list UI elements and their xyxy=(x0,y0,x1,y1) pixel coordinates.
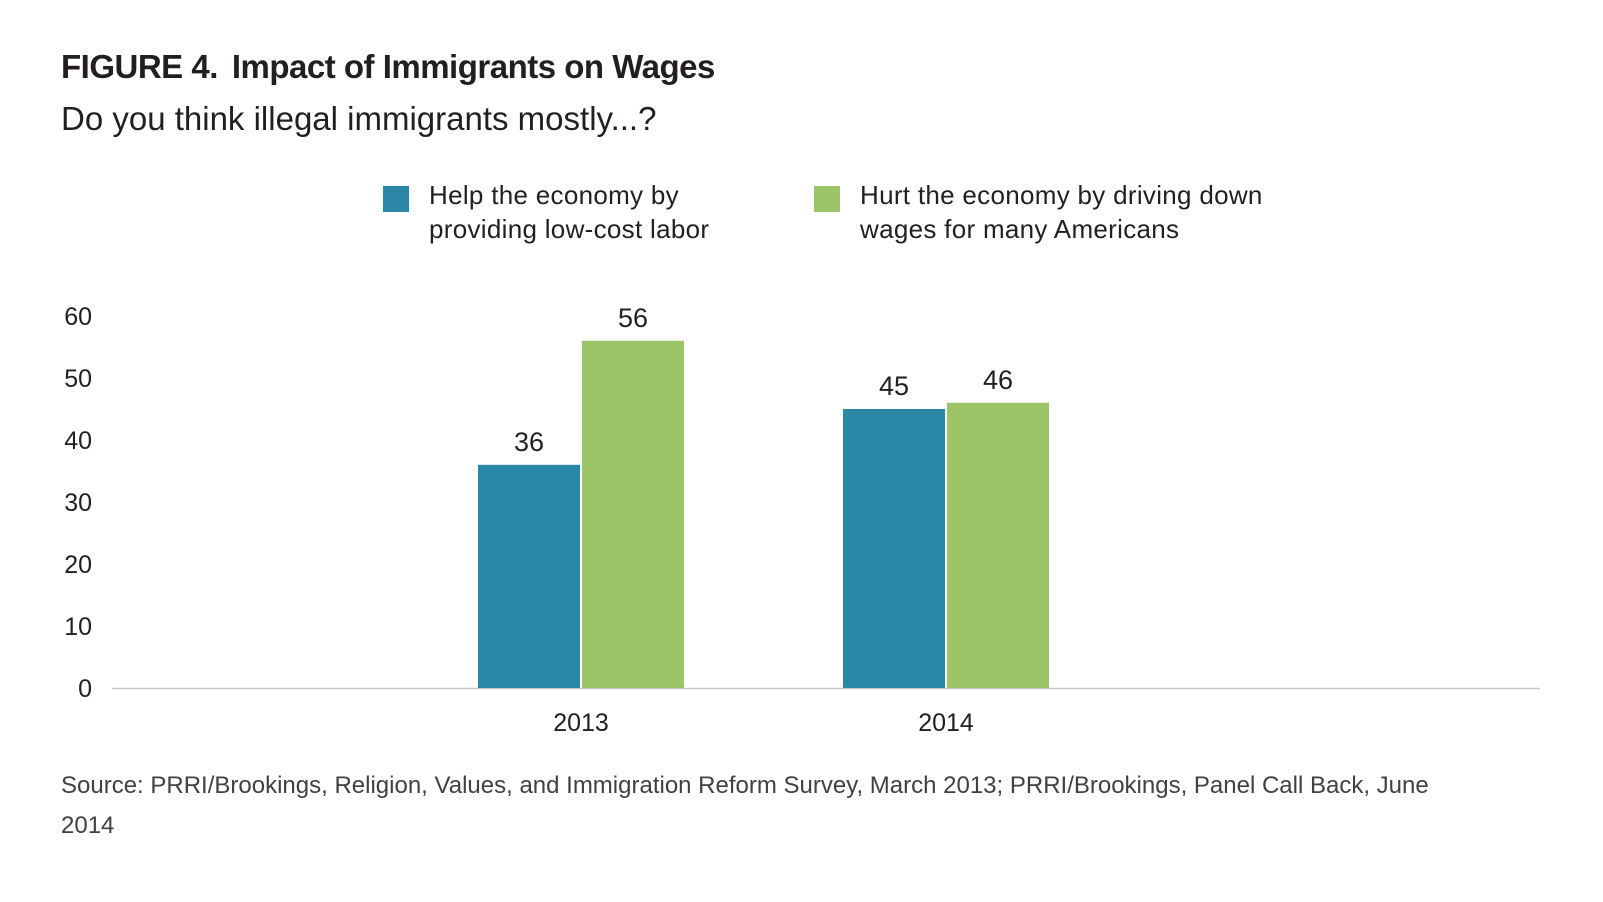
y-tick-label: 30 xyxy=(64,489,92,517)
x-tick-label: 2013 xyxy=(553,709,609,737)
legend-label-hurt-line2: wages for many Americans xyxy=(860,214,1180,244)
bar xyxy=(478,464,580,688)
legend-label-help-line2: providing low-cost labor xyxy=(429,214,710,244)
legend-swatch-hurt xyxy=(814,186,840,212)
legend-label-help-line1: Help the economy by xyxy=(429,180,679,210)
data-label: 45 xyxy=(879,371,909,401)
bar xyxy=(947,402,1049,688)
y-tick-label: 50 xyxy=(64,365,92,393)
chart-subtitle: Do you think illegal immigrants mostly..… xyxy=(61,100,657,137)
figure-title: Impact of Immigrants on Wages xyxy=(231,48,716,85)
bar xyxy=(582,340,684,688)
x-tick-label: 2014 xyxy=(918,709,974,737)
legend-label-help: Help the economy by providing low-cost l… xyxy=(429,178,989,246)
legend-label-hurt: Hurt the economy by driving down wages f… xyxy=(860,178,1420,246)
y-tick-label: 60 xyxy=(64,303,92,331)
data-label: 56 xyxy=(618,303,648,333)
y-tick-label: 10 xyxy=(64,613,92,641)
y-tick-label: 0 xyxy=(78,675,92,703)
data-label: 36 xyxy=(514,427,544,457)
legend-swatch-help xyxy=(383,186,409,212)
y-tick-label: 20 xyxy=(64,551,92,579)
figure-label: FIGURE 4. xyxy=(61,48,218,85)
bar xyxy=(843,409,945,688)
legend-label-hurt-line1: Hurt the economy by driving down xyxy=(860,180,1263,210)
y-tick-label: 40 xyxy=(64,427,92,455)
chart-title: FIGURE 4. Impact of Immigrants on Wages xyxy=(61,48,715,86)
source-note: Source: PRRI/Brookings, Religion, Values… xyxy=(61,772,1429,839)
data-label: 46 xyxy=(983,365,1013,395)
